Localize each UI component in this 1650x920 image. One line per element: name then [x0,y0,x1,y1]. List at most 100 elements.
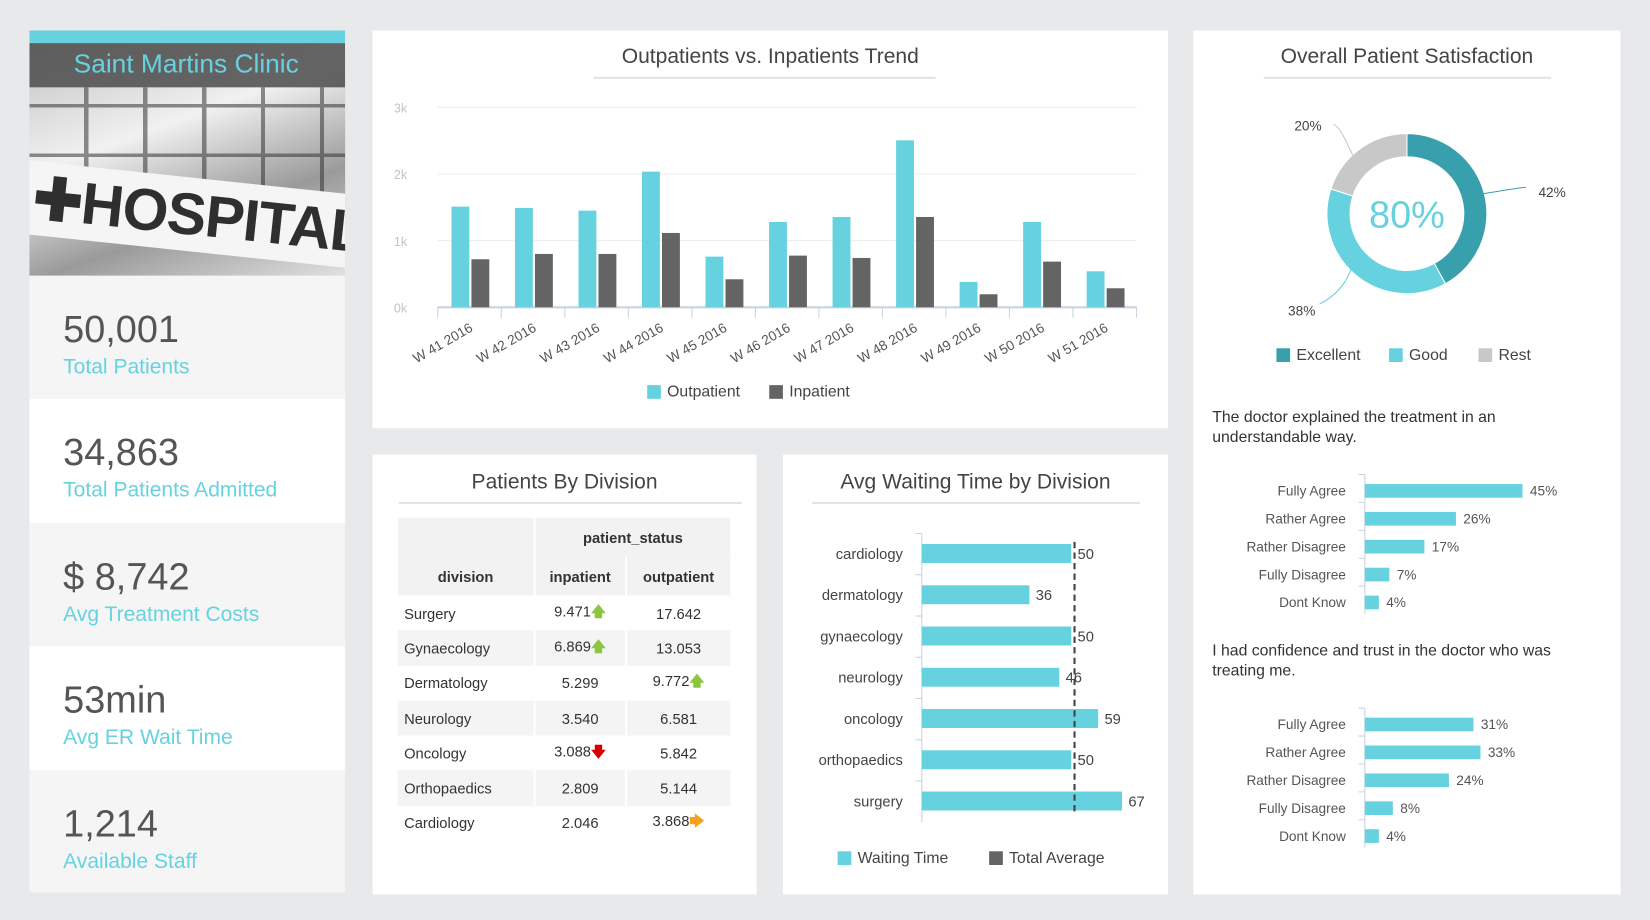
legend-label: Waiting Time [857,849,949,868]
legend-waiting-time[interactable]: Waiting Time [837,849,949,868]
y-tick-label: 0k [394,302,408,316]
x-tick-label: W 42 2016 [474,320,539,366]
bar [1364,484,1523,498]
bar-waiting-time [921,667,1060,687]
cross-icon: ✚ [30,164,86,236]
bar [1364,829,1379,843]
cell-outpatient: 6.581 [625,700,733,736]
donut-center-label: 80% [1369,194,1445,236]
bar [1364,511,1456,526]
donut-slice-excellent [1406,133,1488,285]
cell-value: Orthopaedics [404,779,492,797]
x-tick-label: W 46 2016 [728,320,793,366]
slice-label: 38% [1288,304,1315,319]
title-divider [398,501,742,505]
cell-division: Neurology [397,700,536,736]
legend-total-average[interactable]: Total Average [989,849,1105,867]
clinic-name: Saint Martins Clinic [29,43,346,88]
header-outpatient: outpatient [625,556,733,596]
bar-waiting-time [921,750,1072,770]
bar-inpatient [471,259,490,308]
x-tick-label: W 51 2016 [1046,320,1111,366]
cell-value: Gynaecology [404,639,491,657]
question-2-chart: Fully Agree 31% Rather Agree 33% Rather Disa… [1246,707,1515,848]
y-tick-label: 1k [394,235,408,249]
question-1-chart: Fully Agree 45% Rather Agree 26% Rather Disa… [1246,474,1557,615]
cell-value: Neurology [404,709,472,727]
category-label: Fully Agree [1278,484,1346,499]
cell-value: 2.809 [561,779,599,797]
bar-outpatient [641,171,660,308]
bar-inpatient [1043,261,1062,308]
bar-outpatient [578,210,597,308]
waiting-title: Avg Waiting Time by Division [840,470,1111,494]
cell-value: 3.088 [554,742,592,760]
cell-value: Cardiology [404,814,475,832]
legend-inpatient[interactable]: Inpatient [769,383,850,401]
legend-swatch [647,385,661,399]
bar-inpatient [916,216,934,308]
trend-up-arrow-icon: 🡅 [689,672,705,690]
category-label: Rather Agree [1265,745,1345,760]
legend-swatch [989,851,1003,865]
bar-inpatient [534,253,553,308]
x-tick-label: W 48 2016 [855,320,920,366]
legend-label: Inpatient [789,383,850,401]
bar-waiting-time [921,791,1123,811]
legend-good[interactable]: Good [1389,346,1448,364]
trend-panel: Outpatients vs. Inpatients Trend 0k 1k 2k 3… [372,30,1169,429]
cell-value: 17.642 [656,604,702,622]
cell-inpatient: 6.869🡅 [534,630,627,666]
kpi-total-patients: 50,001 Total Patients [29,275,346,399]
cell-inpatient: 5.299 [534,665,627,701]
x-tick-label: W 45 2016 [665,320,730,366]
kpi-label: Available Staff [63,850,197,874]
kpi-label: Avg ER Wait Time [63,726,233,750]
bar [1364,745,1481,760]
division-table: patient_status division inpatient outpatie… [397,517,733,841]
clinic-header-image: ✚HOSPITAL Saint Martins Clinic [29,30,346,276]
x-tick-label: W 47 2016 [792,320,857,366]
category-label: Dont Know [1279,595,1346,610]
category-label: Rather Disagree [1246,773,1345,788]
kpi-label: Avg Treatment Costs [63,602,260,627]
cell-value: 6.869 [554,637,592,655]
category-label: neurology [838,671,903,687]
table-row: Gynaecology 6.869🡅 13.053 [397,630,733,666]
waiting-panel: Avg Waiting Time by Division cardiology 5… [782,454,1169,895]
bar-inpatient [789,255,807,308]
cell-division: Orthopaedics [397,770,536,806]
table-row: Dermatology 5.299 9.772🡅 [397,665,733,701]
bar-inpatient [979,294,998,308]
legend-outpatient[interactable]: Outpatient [647,383,740,401]
cell-value: 6.581 [660,709,698,727]
legend-rest[interactable]: Rest [1478,346,1531,365]
bar [1364,801,1393,816]
kpi-label: Total Patients Admitted [63,478,278,502]
x-tick-label: W 50 2016 [982,320,1047,366]
cell-value: 2.046 [561,814,599,832]
cell-value: 3.540 [561,709,599,727]
data-label: 50 [1078,629,1094,645]
leader-line [1483,186,1526,195]
legend-excellent[interactable]: Excellent [1276,346,1360,364]
category-label: Rather Agree [1265,512,1345,527]
y-tick-label: 2k [394,168,408,182]
kpi-value: 53min [63,677,167,721]
category-label: gynaecology [820,629,903,645]
cell-outpatient: 13.053 [625,630,733,666]
category-label: dermatology [822,588,904,604]
satisfaction-donut: 42% 38% 20% 80% [1288,118,1566,319]
table-row: Surgery 9.471🡅 17.642 [397,595,733,631]
cell-outpatient: 17.642 [625,595,733,631]
bar-waiting-time [921,585,1030,605]
bar-outpatient [959,281,978,308]
legend-swatch [837,851,852,865]
cell-outpatient: 5.144 [625,770,733,806]
trend-down-arrow-icon: 🡇 [591,742,607,760]
leader-line [1319,262,1354,305]
data-label: 45% [1530,484,1557,499]
legend-label: Rest [1498,346,1531,365]
donut-slice-rest [1330,133,1408,197]
cell-division: Surgery [397,595,536,631]
